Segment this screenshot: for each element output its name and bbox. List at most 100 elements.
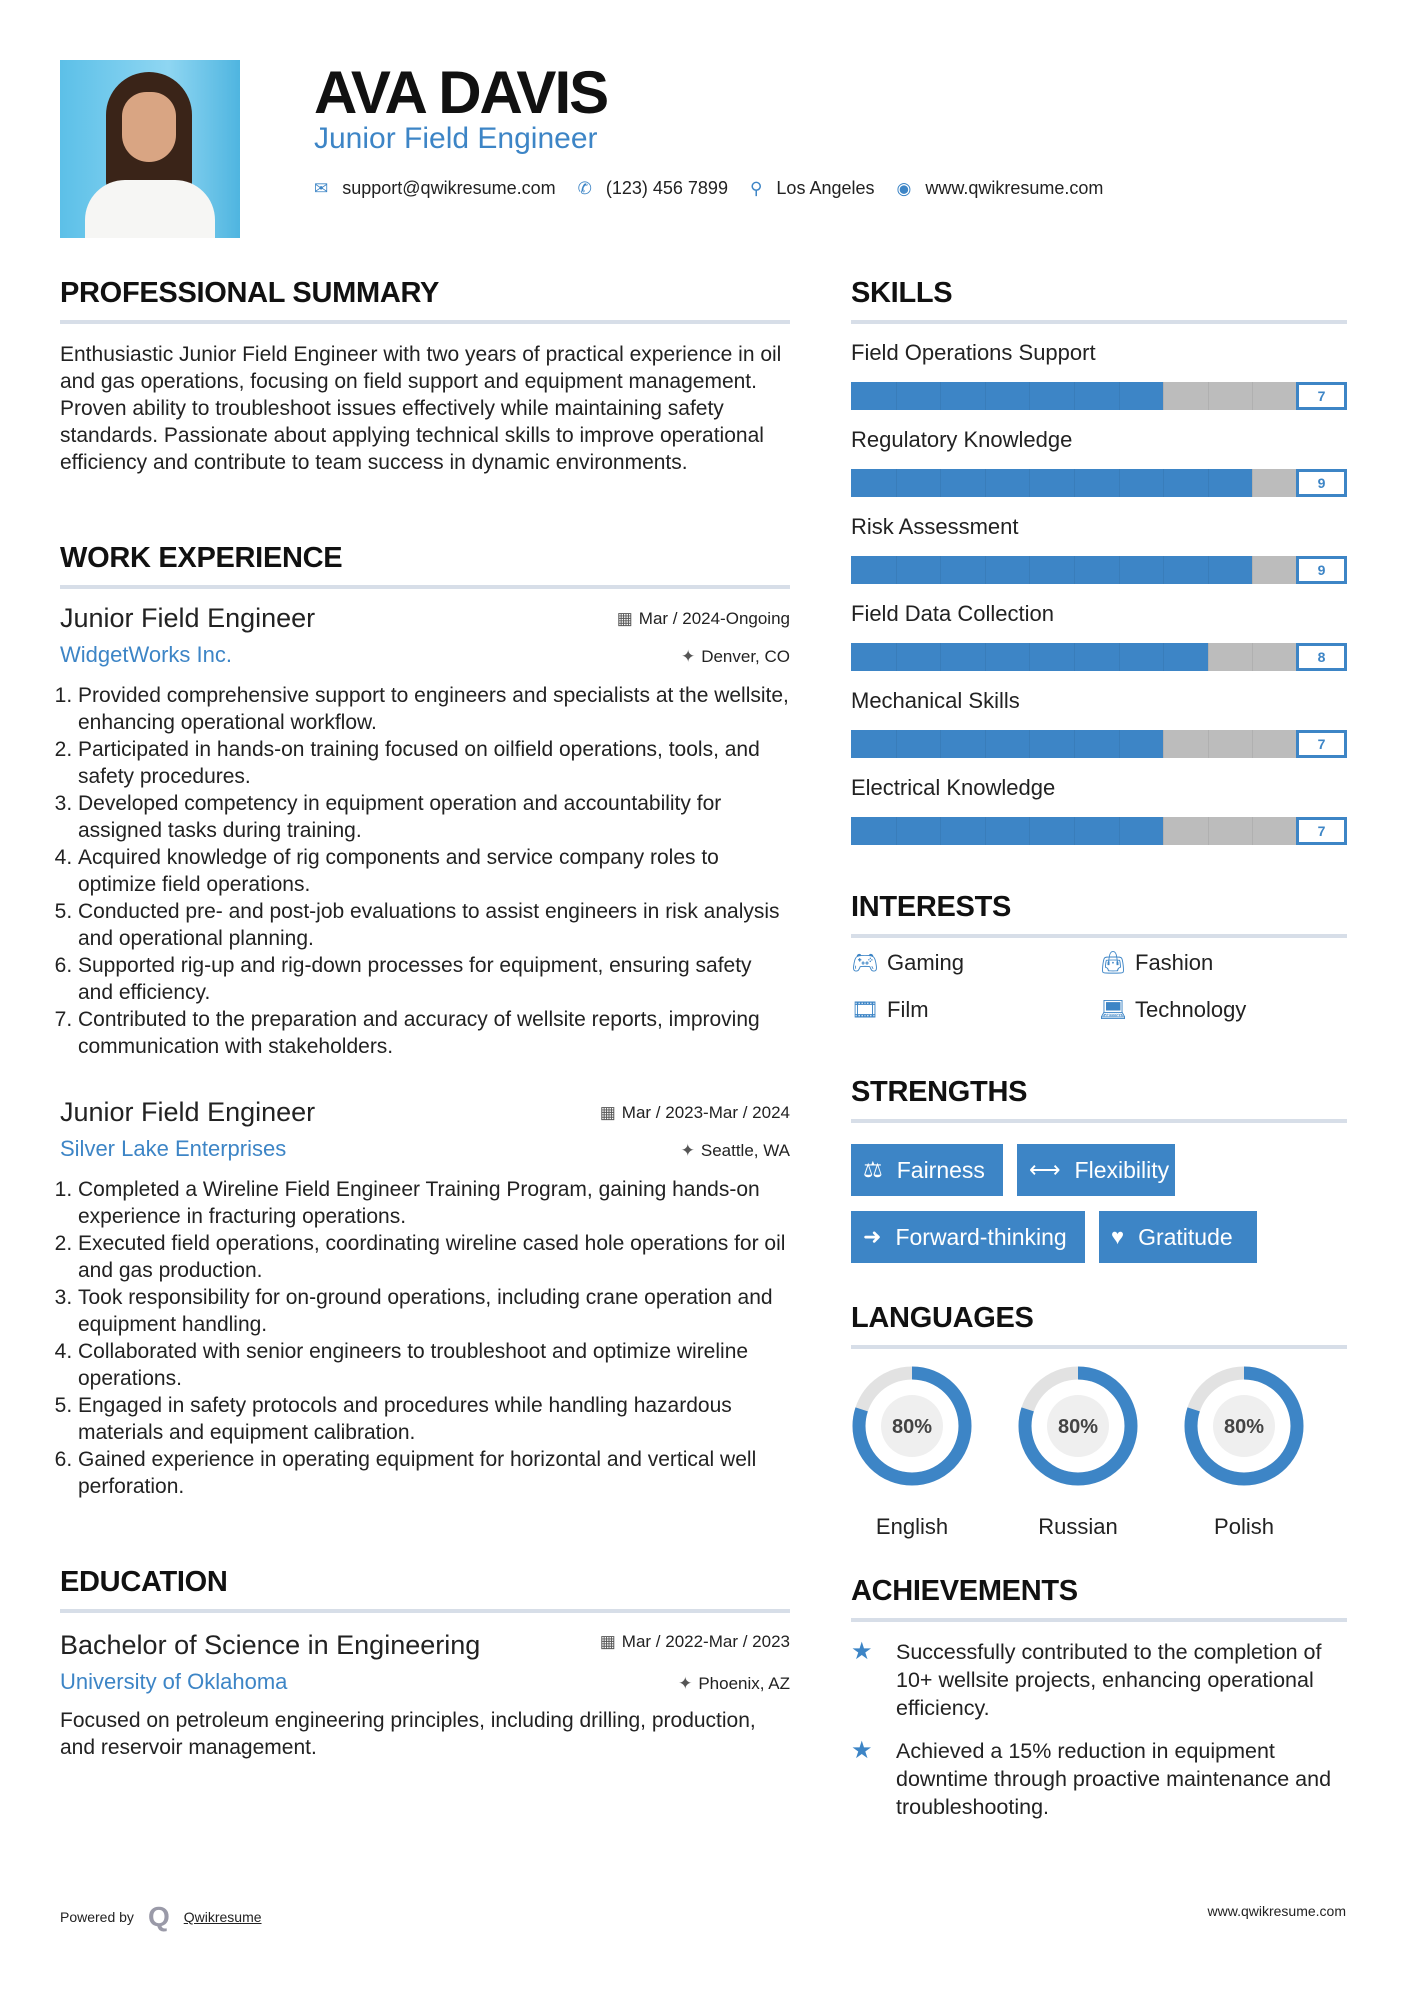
skill-value: 7 (1296, 382, 1347, 410)
experience-heading: WORK EXPERIENCE (60, 542, 343, 574)
skill-fill (851, 556, 1253, 584)
divider (851, 934, 1347, 938)
job-entry: Junior Field Engineer ▦ Mar / 2024-Ongoin… (60, 603, 790, 1060)
divider (851, 1345, 1347, 1349)
candidate-name: AVA DAVIS (314, 59, 609, 126)
skill-fill (851, 730, 1164, 758)
skill-segment-divider (895, 730, 897, 758)
responsibility-list: Completed a Wireline Field Engineer Trai… (60, 1176, 790, 1500)
envelope-icon: ✉ (314, 178, 329, 198)
skill-segment-divider (1207, 730, 1209, 758)
skill-value: 9 (1296, 556, 1347, 584)
balance-scale-icon: ⚖ (863, 1157, 883, 1182)
language-name: Polish (1214, 1514, 1274, 1539)
skill-segment-divider (940, 817, 942, 845)
skill-segment-divider (1163, 643, 1165, 671)
divider (851, 1618, 1347, 1622)
language-item: 80% Russian (1017, 1365, 1139, 1540)
divider (60, 585, 790, 589)
star-icon: ★ (851, 1737, 873, 1764)
heart-icon: ♥ (1111, 1224, 1125, 1249)
education-text: Focused on petroleum engineering princip… (60, 1709, 756, 1759)
divider (60, 320, 790, 324)
website-link[interactable]: www.qwikresume.com (925, 178, 1104, 198)
strength-tag: ⟷ Flexibility (1017, 1144, 1175, 1196)
candidate-title: Junior Field Engineer (314, 122, 598, 155)
language-donut: 80% (1184, 1366, 1304, 1486)
calendar-icon: ▦ (599, 1632, 616, 1651)
skill-segment-divider (1207, 817, 1209, 845)
skill-bar: 9 (851, 469, 1347, 497)
arrow-right-icon: ➜ (863, 1224, 882, 1249)
interests-heading: INTERESTS (851, 891, 1012, 923)
email-link[interactable]: support@qwikresume.com (342, 178, 556, 198)
phone-icon: ✆ (577, 178, 592, 198)
footer-website[interactable]: www.qwikresume.com (1207, 1903, 1346, 1919)
education-location: Phoenix, AZ (698, 1674, 790, 1693)
languages-list: 80% English 80% Russian 80% Polish (851, 1365, 1347, 1539)
skill-bar: 8 (851, 643, 1347, 671)
skill-bar: 9 (851, 556, 1347, 584)
skill-segment-divider (1207, 469, 1209, 497)
skill-fill (851, 817, 1164, 845)
skill-segment-divider (1118, 469, 1120, 497)
skill-segment-divider (1252, 556, 1254, 584)
list-item: Provided comprehensive support to engine… (78, 682, 790, 736)
skill-segment-divider (1029, 382, 1031, 410)
skill-segment-divider (895, 382, 897, 410)
donut-center (1047, 1395, 1109, 1457)
donut-center (1213, 1395, 1275, 1457)
skill-segment-divider (895, 643, 897, 671)
skill-segment-divider (1029, 730, 1031, 758)
skill-segment-divider (1029, 817, 1031, 845)
skill-segment-divider (1074, 643, 1075, 671)
education-entry: Bachelor of Science in Engineering ▦ Mar … (60, 1630, 790, 1761)
map-marker-icon: ⚲ (749, 178, 763, 198)
skill-segment-divider (895, 817, 897, 845)
language-percent: 80% (1058, 1416, 1098, 1438)
skill-segment-divider (1118, 817, 1120, 845)
skill-name: Regulatory Knowledge (851, 427, 1073, 452)
skill-segment-divider (1163, 556, 1165, 584)
language-percent: 80% (1224, 1416, 1264, 1438)
profile-photo (60, 60, 240, 238)
company-name: WidgetWorks Inc. (60, 642, 232, 667)
globe-icon: ◉ (896, 178, 912, 198)
phone-text: (123) 456 7899 (605, 178, 728, 198)
skill-value: 7 (1296, 730, 1347, 758)
contact-bar: ✉ support@qwikresume.com ✆ (123) 456 7899 … (314, 178, 1125, 199)
list-item: Executed field operations, coordinating … (78, 1230, 790, 1284)
skill-fill (851, 643, 1208, 671)
skill-fill (851, 469, 1253, 497)
location-text: Los Angeles (776, 178, 875, 198)
language-percent: 80% (892, 1416, 932, 1438)
shopping-bag-icon: 👜︎ (1099, 950, 1127, 975)
strength-tag: ⚖ Fairness (851, 1144, 1003, 1196)
arrows-horizontal-icon: ⟷ (1029, 1157, 1061, 1182)
skill-segment-divider (940, 730, 942, 758)
skill-segment-divider (1252, 382, 1254, 410)
list-item: Collaborated with senior engineers to tr… (78, 1338, 790, 1392)
divider (851, 1119, 1347, 1123)
skill-segment-divider (1163, 382, 1165, 410)
brand-link[interactable]: Qwikresume (183, 1909, 262, 1925)
skill-name: Electrical Knowledge (851, 775, 1056, 800)
skill-segment-divider (1163, 817, 1165, 845)
summary-text: Enthusiastic Junior Field Engineer with … (60, 343, 782, 474)
strength-tag: ♥ Gratitude (1099, 1211, 1257, 1263)
list-item: Conducted pre- and post-job evaluations … (78, 898, 790, 952)
company-name: Silver Lake Enterprises (60, 1136, 287, 1161)
skill-segment-divider (1252, 730, 1254, 758)
skill-segment-divider (1252, 817, 1254, 845)
skill-segment-divider (1118, 382, 1120, 410)
donut-center (881, 1395, 943, 1457)
skill-value: 7 (1296, 817, 1347, 845)
qwikresume-logo-icon: Q (147, 1901, 170, 1932)
language-name: English (875, 1514, 949, 1539)
skill-segment-divider (1074, 817, 1075, 845)
achievements-list: ★ Successfully contributed to the complet… (851, 1638, 1347, 1838)
list-item: Gained experience in operating equipment… (78, 1446, 790, 1500)
skill-segment-divider (1074, 730, 1075, 758)
calendar-icon: ▦ (599, 1103, 616, 1122)
skill-segment-divider (984, 382, 986, 410)
